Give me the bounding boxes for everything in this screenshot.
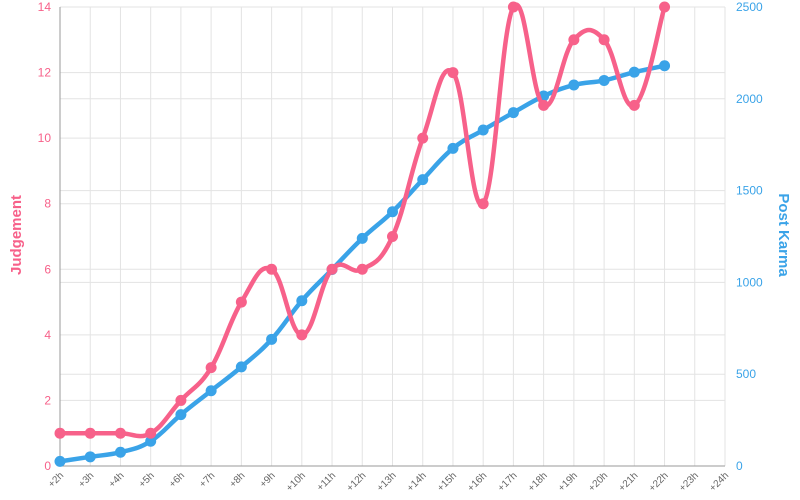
x-tick-label: +5h: [137, 470, 157, 490]
x-tick-label: +4h: [107, 470, 127, 490]
post-karma-point[interactable]: [114, 446, 126, 458]
judgement-point[interactable]: [114, 427, 126, 439]
x-tick-label: +3h: [77, 470, 97, 490]
right-y-tick-label: 1500: [736, 184, 763, 198]
x-tick-label: +13h: [375, 470, 399, 494]
judgement-point[interactable]: [387, 231, 398, 242]
right-axis-title: Post Karma: [775, 193, 792, 277]
x-tick-label: +12h: [345, 470, 369, 494]
judgement-point[interactable]: [296, 329, 308, 341]
judgement-point[interactable]: [598, 34, 610, 46]
x-tick-label: +24h: [707, 470, 731, 494]
left-y-tick-label: 12: [38, 66, 52, 80]
x-tick-label: +20h: [587, 470, 611, 494]
series: [54, 1, 671, 467]
judgement-point[interactable]: [175, 394, 187, 406]
post-karma-point[interactable]: [568, 79, 580, 91]
x-tick-label: +11h: [315, 470, 338, 493]
post-karma-point[interactable]: [84, 451, 96, 463]
x-tick-label: +15h: [435, 470, 459, 494]
x-tick-label: +6h: [167, 470, 187, 490]
x-tick-label: +10h: [284, 470, 308, 494]
judgement-point[interactable]: [538, 99, 550, 111]
judgement-point[interactable]: [326, 263, 338, 275]
left-y-tick-label: 8: [44, 197, 51, 211]
judgement-point[interactable]: [417, 132, 429, 144]
x-tick-label: +23h: [677, 470, 701, 494]
judgement-point[interactable]: [235, 296, 247, 308]
judgement-point[interactable]: [205, 362, 217, 374]
axes: [59, 7, 725, 467]
left-y-tick-label: 0: [44, 459, 51, 473]
left-axis-title: Judgement: [8, 195, 25, 275]
post-karma-point[interactable]: [447, 142, 459, 154]
left-y-tick-label: 14: [38, 0, 52, 14]
post-karma-point[interactable]: [266, 333, 278, 345]
x-tick-label: +9h: [258, 470, 278, 490]
judgement-point[interactable]: [477, 198, 489, 210]
post-karma-point[interactable]: [659, 60, 671, 72]
post-karma-point[interactable]: [598, 74, 610, 86]
post-karma-point[interactable]: [54, 455, 66, 467]
right-y-tick-label: 0: [736, 459, 743, 473]
judgement-point[interactable]: [54, 427, 66, 439]
judgement-point[interactable]: [568, 34, 580, 46]
post-karma-point[interactable]: [417, 174, 429, 186]
post-karma-point[interactable]: [205, 385, 217, 397]
x-tick-label: +18h: [526, 470, 550, 494]
post-karma-point[interactable]: [296, 295, 308, 307]
x-tick-label: +2h: [46, 470, 66, 490]
post-karma-point[interactable]: [628, 66, 640, 78]
x-tick-label: +7h: [197, 470, 217, 490]
post-karma-point[interactable]: [387, 206, 398, 218]
x-tick-label: +8h: [228, 470, 248, 490]
right-y-tick-label: 2500: [736, 0, 763, 14]
x-tick-label: +17h: [496, 470, 520, 494]
post-karma-point[interactable]: [477, 124, 489, 136]
judgement-point[interactable]: [628, 99, 640, 111]
judgement-point[interactable]: [356, 263, 368, 275]
post-karma-point[interactable]: [356, 232, 368, 244]
post-karma-point[interactable]: [145, 435, 157, 447]
post-karma-point[interactable]: [175, 409, 187, 421]
x-tick-label: +22h: [647, 470, 671, 494]
left-y-tick-label: 10: [38, 131, 52, 145]
judgement-point[interactable]: [507, 1, 519, 13]
x-tick-label: +14h: [405, 470, 429, 494]
judgement-point[interactable]: [659, 1, 671, 13]
right-y-tick-label: 2000: [736, 92, 763, 106]
judgement-point[interactable]: [447, 67, 459, 79]
right-y-tick-label: 1000: [736, 275, 763, 289]
labels: 0 2 4 6 8 10 12 14 0 500 1000 1500 2000 2500 +2h +3h +4h…: [8, 0, 792, 494]
right-y-tick-label: 500: [736, 367, 756, 381]
x-tick-label: +21h: [617, 470, 641, 494]
judgement-point[interactable]: [84, 427, 96, 439]
judgement-point[interactable]: [145, 427, 157, 439]
left-y-tick-label: 6: [44, 262, 51, 276]
left-y-tick-label: 4: [44, 328, 51, 342]
grid: [59, 6, 726, 467]
left-y-tick-label: 2: [44, 393, 51, 407]
post-karma-point[interactable]: [507, 107, 519, 119]
x-tick-label: +16h: [466, 470, 490, 494]
judgement-point[interactable]: [266, 263, 278, 275]
post-karma-point[interactable]: [235, 361, 247, 373]
x-tick-label: +19h: [556, 470, 580, 494]
